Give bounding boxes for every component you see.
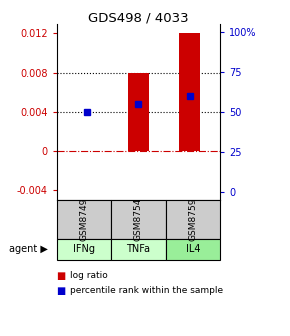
Text: GDS498 / 4033: GDS498 / 4033 xyxy=(88,12,189,25)
Text: ■: ■ xyxy=(57,286,66,296)
Text: percentile rank within the sample: percentile rank within the sample xyxy=(70,286,223,295)
Text: IL4: IL4 xyxy=(186,245,200,254)
Text: TNFa: TNFa xyxy=(126,245,151,254)
Text: GSM8754: GSM8754 xyxy=(134,198,143,241)
Bar xyxy=(128,73,149,151)
Text: ■: ■ xyxy=(57,270,66,281)
Text: GSM8749: GSM8749 xyxy=(79,198,88,241)
Text: log ratio: log ratio xyxy=(70,271,107,280)
Text: IFNg: IFNg xyxy=(73,245,95,254)
Text: GSM8759: GSM8759 xyxy=(188,198,197,241)
Text: agent ▶: agent ▶ xyxy=(9,245,48,254)
Bar xyxy=(180,33,200,151)
